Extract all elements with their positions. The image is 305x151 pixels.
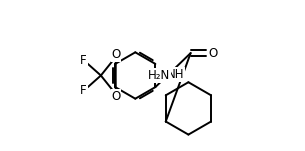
Text: NH: NH: [167, 68, 184, 81]
Text: O: O: [209, 47, 218, 60]
Text: F: F: [80, 54, 87, 67]
Text: O: O: [111, 90, 120, 103]
Text: F: F: [80, 84, 87, 97]
Text: O: O: [111, 48, 120, 61]
Text: H₂N: H₂N: [148, 69, 170, 82]
